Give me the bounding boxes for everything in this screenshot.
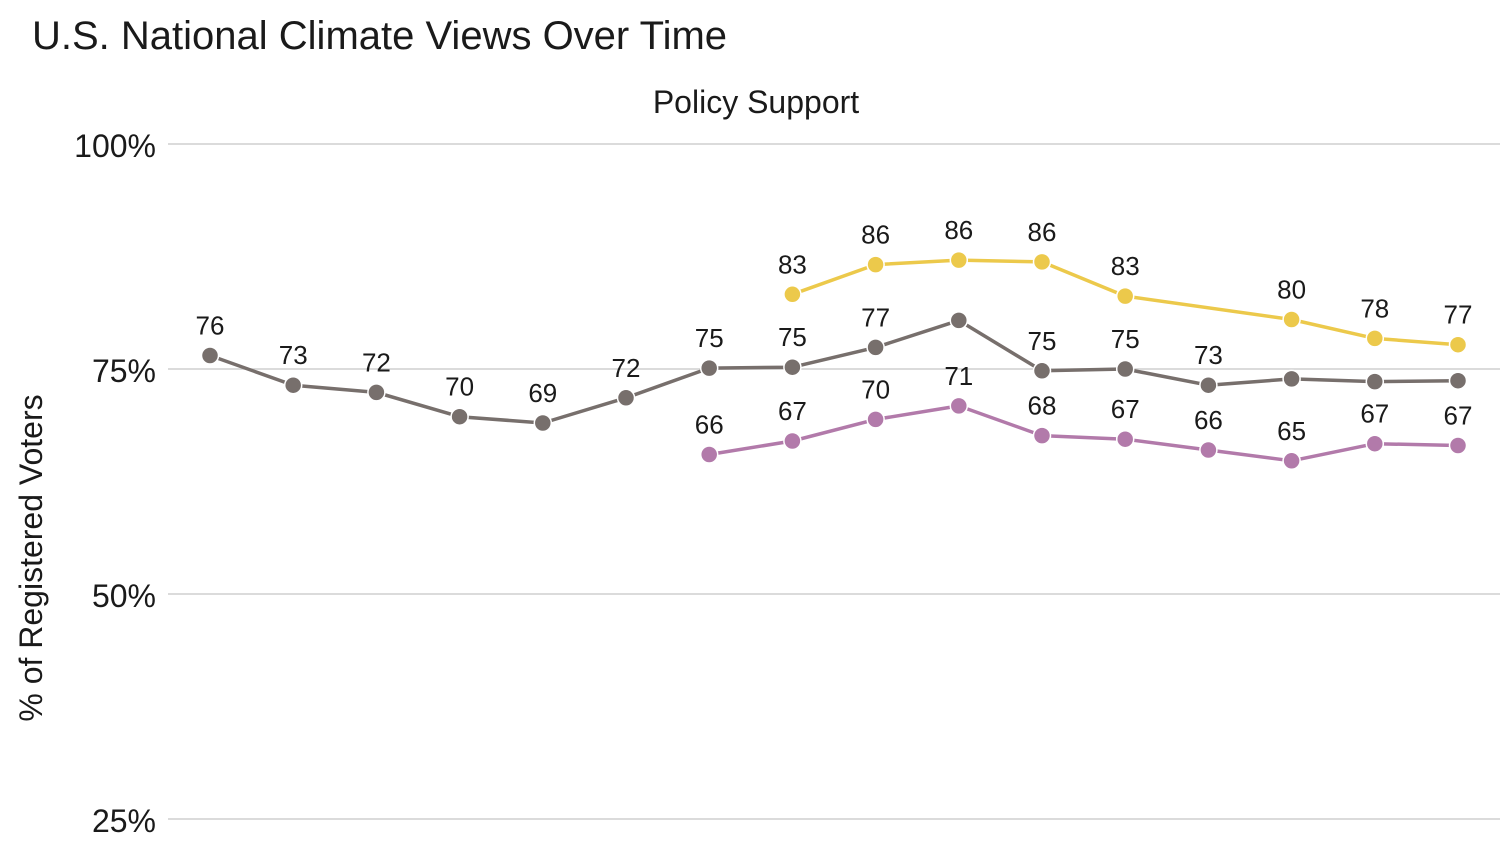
y-tick-label: 100%: [74, 128, 156, 164]
data-labels: 83 86 86 86 83 80 78 77 76 73 72 70 69 72 75 75 77 75 75 73…: [196, 215, 1473, 446]
data-point: [1032, 426, 1052, 445]
data-label: 86: [1028, 217, 1057, 247]
data-label: 75: [1028, 326, 1057, 356]
data-point: [1282, 369, 1301, 389]
data-label: 86: [861, 220, 890, 250]
data-label: 72: [362, 347, 391, 377]
data-label: 70: [445, 372, 474, 402]
data-point: [1448, 335, 1468, 354]
data-label: 65: [1277, 416, 1306, 446]
y-tick-label: 50%: [92, 578, 156, 614]
data-point: [1115, 429, 1135, 449]
data-label: 75: [778, 322, 807, 352]
data-point: [783, 431, 802, 451]
data-label: 73: [1194, 340, 1223, 370]
data-label: 66: [695, 410, 724, 440]
y-axis-ticks: 25% 50% 75% 100%: [74, 128, 156, 839]
data-point: [783, 285, 802, 304]
data-point: [699, 445, 719, 464]
data-label: 69: [528, 378, 557, 408]
data-point: [699, 358, 719, 378]
data-point: [866, 255, 885, 274]
series-1: [783, 250, 1468, 354]
grid-lines: [168, 143, 1500, 820]
data-label: 66: [1194, 405, 1223, 435]
data-point: [1365, 372, 1385, 391]
data-label: 72: [612, 353, 641, 383]
data-point: [1282, 451, 1301, 471]
data-point: [1365, 329, 1385, 348]
series-line: [708, 404, 1459, 463]
series-line: [791, 258, 1459, 347]
data-point: [1199, 375, 1218, 395]
data-point: [1199, 440, 1218, 460]
data-label: 75: [695, 323, 724, 353]
data-point: [949, 311, 969, 330]
y-axis-title: % of Registered Voters: [13, 394, 49, 721]
data-label: 77: [861, 302, 890, 332]
data-point: [1115, 359, 1135, 379]
y-tick-label: 25%: [92, 803, 156, 839]
data-label: 76: [196, 311, 225, 341]
data-point: [1282, 310, 1301, 329]
data-label: 70: [861, 374, 890, 404]
data-point: [1032, 361, 1052, 381]
data-point: [283, 375, 303, 395]
data-label: 67: [1444, 401, 1473, 431]
data-point: [1448, 371, 1468, 390]
series-2: [200, 311, 1468, 433]
data-label: 83: [778, 249, 807, 279]
data-label: 67: [1111, 394, 1140, 424]
data-label: 67: [1360, 399, 1389, 429]
data-label: 86: [944, 215, 973, 245]
series-3: [699, 396, 1468, 471]
data-point: [1365, 434, 1385, 453]
series-line: [209, 318, 1459, 425]
data-point: [616, 388, 636, 408]
data-label: 68: [1028, 391, 1057, 421]
data-label: 71: [944, 361, 973, 391]
data-label: 78: [1360, 293, 1389, 323]
data-point: [367, 383, 386, 402]
data-label: 83: [1111, 251, 1140, 281]
data-point: [1032, 252, 1052, 272]
data-point: [450, 407, 469, 426]
data-point: [949, 396, 969, 416]
data-point: [866, 338, 885, 357]
data-label: 67: [778, 396, 807, 426]
data-label: 80: [1277, 275, 1306, 305]
data-label: 75: [1111, 324, 1140, 354]
data-point: [1115, 286, 1135, 306]
data-point: [200, 346, 220, 365]
data-point: [1448, 436, 1468, 455]
data-point: [949, 250, 969, 270]
chart-subtitle: Policy Support: [652, 84, 860, 120]
data-label: 73: [279, 340, 308, 370]
data-label: 77: [1444, 300, 1473, 330]
data-point: [783, 357, 802, 377]
series-layer: [200, 250, 1468, 471]
chart-title: U.S. National Climate Views Over Time: [32, 14, 728, 58]
y-tick-label: 75%: [92, 353, 156, 389]
data-point: [533, 413, 553, 433]
data-point: [866, 410, 885, 429]
